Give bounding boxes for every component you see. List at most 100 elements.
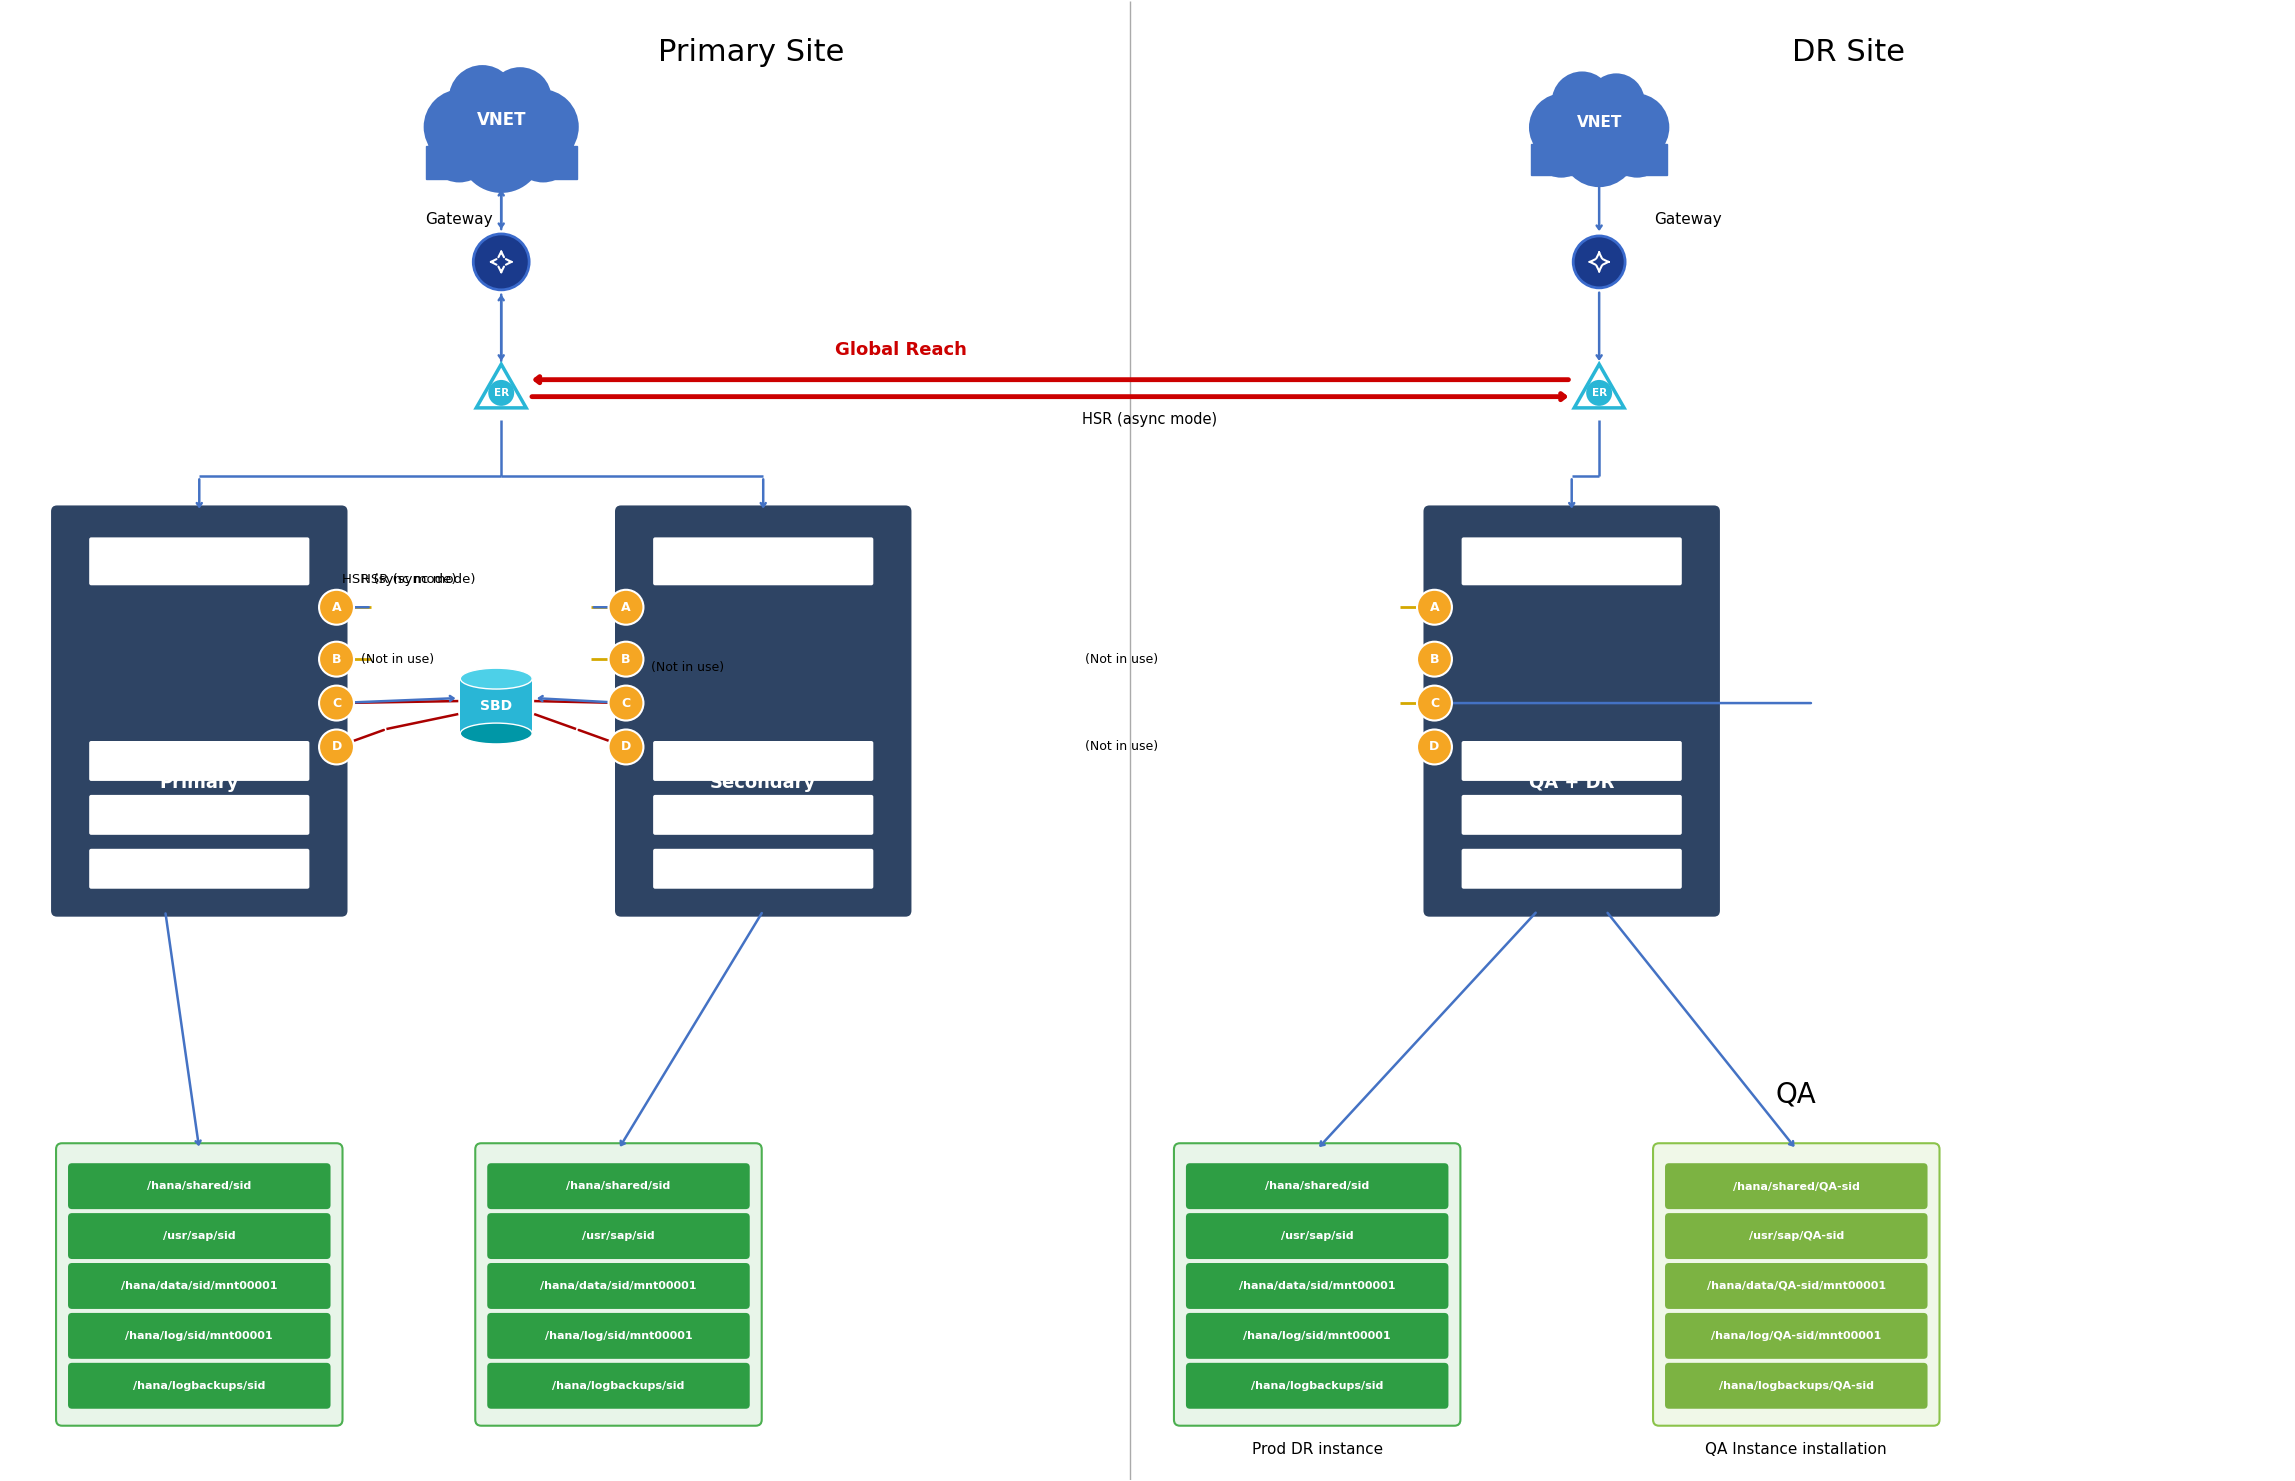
Text: A: A <box>333 601 342 613</box>
FancyBboxPatch shape <box>90 740 310 780</box>
FancyBboxPatch shape <box>90 849 310 889</box>
Circle shape <box>512 120 574 182</box>
Text: B: B <box>1430 653 1439 665</box>
Text: B: B <box>622 653 631 665</box>
Text: VNET: VNET <box>477 111 526 129</box>
Text: /hana/log/sid/mnt00001: /hana/log/sid/mnt00001 <box>1244 1331 1391 1340</box>
FancyBboxPatch shape <box>487 1363 750 1408</box>
Circle shape <box>427 120 491 182</box>
FancyBboxPatch shape <box>1462 849 1682 889</box>
Circle shape <box>1586 381 1611 406</box>
Text: Primary: Primary <box>161 775 239 792</box>
Ellipse shape <box>461 668 532 689</box>
Text: C: C <box>622 696 631 709</box>
Ellipse shape <box>461 723 532 743</box>
FancyBboxPatch shape <box>69 1363 330 1408</box>
Text: /usr/sap/QA-sid: /usr/sap/QA-sid <box>1749 1231 1843 1241</box>
FancyBboxPatch shape <box>50 505 347 917</box>
Circle shape <box>608 730 643 764</box>
FancyBboxPatch shape <box>1187 1363 1448 1408</box>
Text: HSR (sync mode): HSR (sync mode) <box>342 573 457 586</box>
Polygon shape <box>477 364 526 407</box>
Circle shape <box>1533 121 1590 178</box>
Text: C: C <box>1430 696 1439 709</box>
Circle shape <box>473 234 530 290</box>
Text: /hana/shared/sid: /hana/shared/sid <box>147 1182 252 1191</box>
Text: /hana/shared/sid: /hana/shared/sid <box>567 1182 670 1191</box>
Text: /hana/logbackups/QA-sid: /hana/logbackups/QA-sid <box>1719 1380 1873 1391</box>
Circle shape <box>1551 71 1613 132</box>
FancyBboxPatch shape <box>1652 1143 1939 1426</box>
Text: D: D <box>330 740 342 754</box>
FancyBboxPatch shape <box>69 1163 330 1208</box>
FancyBboxPatch shape <box>1462 795 1682 835</box>
Text: A: A <box>1430 601 1439 613</box>
FancyBboxPatch shape <box>1666 1213 1928 1259</box>
Polygon shape <box>1574 364 1625 407</box>
FancyBboxPatch shape <box>615 505 911 917</box>
Circle shape <box>608 589 643 625</box>
FancyBboxPatch shape <box>487 1314 750 1360</box>
Circle shape <box>1609 121 1666 178</box>
FancyBboxPatch shape <box>487 1213 750 1259</box>
FancyBboxPatch shape <box>69 1263 330 1309</box>
Circle shape <box>319 641 353 677</box>
Text: C: C <box>333 696 342 709</box>
FancyBboxPatch shape <box>1666 1363 1928 1408</box>
FancyBboxPatch shape <box>461 678 532 733</box>
Circle shape <box>319 730 353 764</box>
FancyBboxPatch shape <box>654 795 874 835</box>
Text: A: A <box>622 601 631 613</box>
FancyBboxPatch shape <box>654 740 874 780</box>
Circle shape <box>1416 641 1453 677</box>
Circle shape <box>450 65 516 132</box>
Circle shape <box>450 74 551 175</box>
Circle shape <box>1416 686 1453 721</box>
Text: QA + DR: QA + DR <box>1528 775 1613 792</box>
FancyBboxPatch shape <box>487 1263 750 1309</box>
FancyBboxPatch shape <box>1187 1263 1448 1309</box>
Circle shape <box>425 89 498 164</box>
FancyBboxPatch shape <box>1666 1163 1928 1208</box>
Text: ER: ER <box>493 388 509 398</box>
Circle shape <box>1588 74 1646 130</box>
Text: QA Instance installation: QA Instance installation <box>1705 1442 1886 1457</box>
Text: SBD: SBD <box>480 699 512 712</box>
Text: Primary Site: Primary Site <box>659 39 845 67</box>
FancyBboxPatch shape <box>55 1143 342 1426</box>
Text: /hana/log/sid/mnt00001: /hana/log/sid/mnt00001 <box>544 1331 693 1340</box>
Text: /usr/sap/sid: /usr/sap/sid <box>1281 1231 1354 1241</box>
Circle shape <box>1572 235 1625 287</box>
Circle shape <box>608 641 643 677</box>
Circle shape <box>489 381 514 406</box>
FancyBboxPatch shape <box>90 538 310 585</box>
FancyBboxPatch shape <box>1187 1213 1448 1259</box>
FancyBboxPatch shape <box>1423 505 1719 917</box>
Text: Secondary: Secondary <box>709 775 817 792</box>
Circle shape <box>1416 730 1453 764</box>
Text: VNET: VNET <box>1577 114 1623 130</box>
Circle shape <box>1602 93 1668 161</box>
Text: /hana/shared/QA-sid: /hana/shared/QA-sid <box>1733 1182 1859 1191</box>
Text: Prod DR instance: Prod DR instance <box>1251 1442 1384 1457</box>
Text: DR Site: DR Site <box>1792 39 1905 67</box>
Text: /hana/data/sid/mnt00001: /hana/data/sid/mnt00001 <box>539 1281 698 1291</box>
FancyBboxPatch shape <box>90 795 310 835</box>
FancyBboxPatch shape <box>1666 1314 1928 1360</box>
Text: /hana/data/sid/mnt00001: /hana/data/sid/mnt00001 <box>1239 1281 1395 1291</box>
Text: (Not in use): (Not in use) <box>363 653 434 665</box>
FancyBboxPatch shape <box>654 849 874 889</box>
Circle shape <box>1416 589 1453 625</box>
Text: (Not in use): (Not in use) <box>1086 653 1159 665</box>
Circle shape <box>319 589 353 625</box>
Text: /usr/sap/sid: /usr/sap/sid <box>583 1231 654 1241</box>
Circle shape <box>1561 111 1636 187</box>
Text: HSR (sync mode): HSR (sync mode) <box>363 573 475 586</box>
Text: /hana/data/sid/mnt00001: /hana/data/sid/mnt00001 <box>122 1281 278 1291</box>
Circle shape <box>319 686 353 721</box>
Text: (Not in use): (Not in use) <box>652 661 723 674</box>
Circle shape <box>608 686 643 721</box>
FancyBboxPatch shape <box>69 1213 330 1259</box>
FancyBboxPatch shape <box>427 145 576 179</box>
Text: /hana/data/QA-sid/mnt00001: /hana/data/QA-sid/mnt00001 <box>1707 1281 1886 1291</box>
